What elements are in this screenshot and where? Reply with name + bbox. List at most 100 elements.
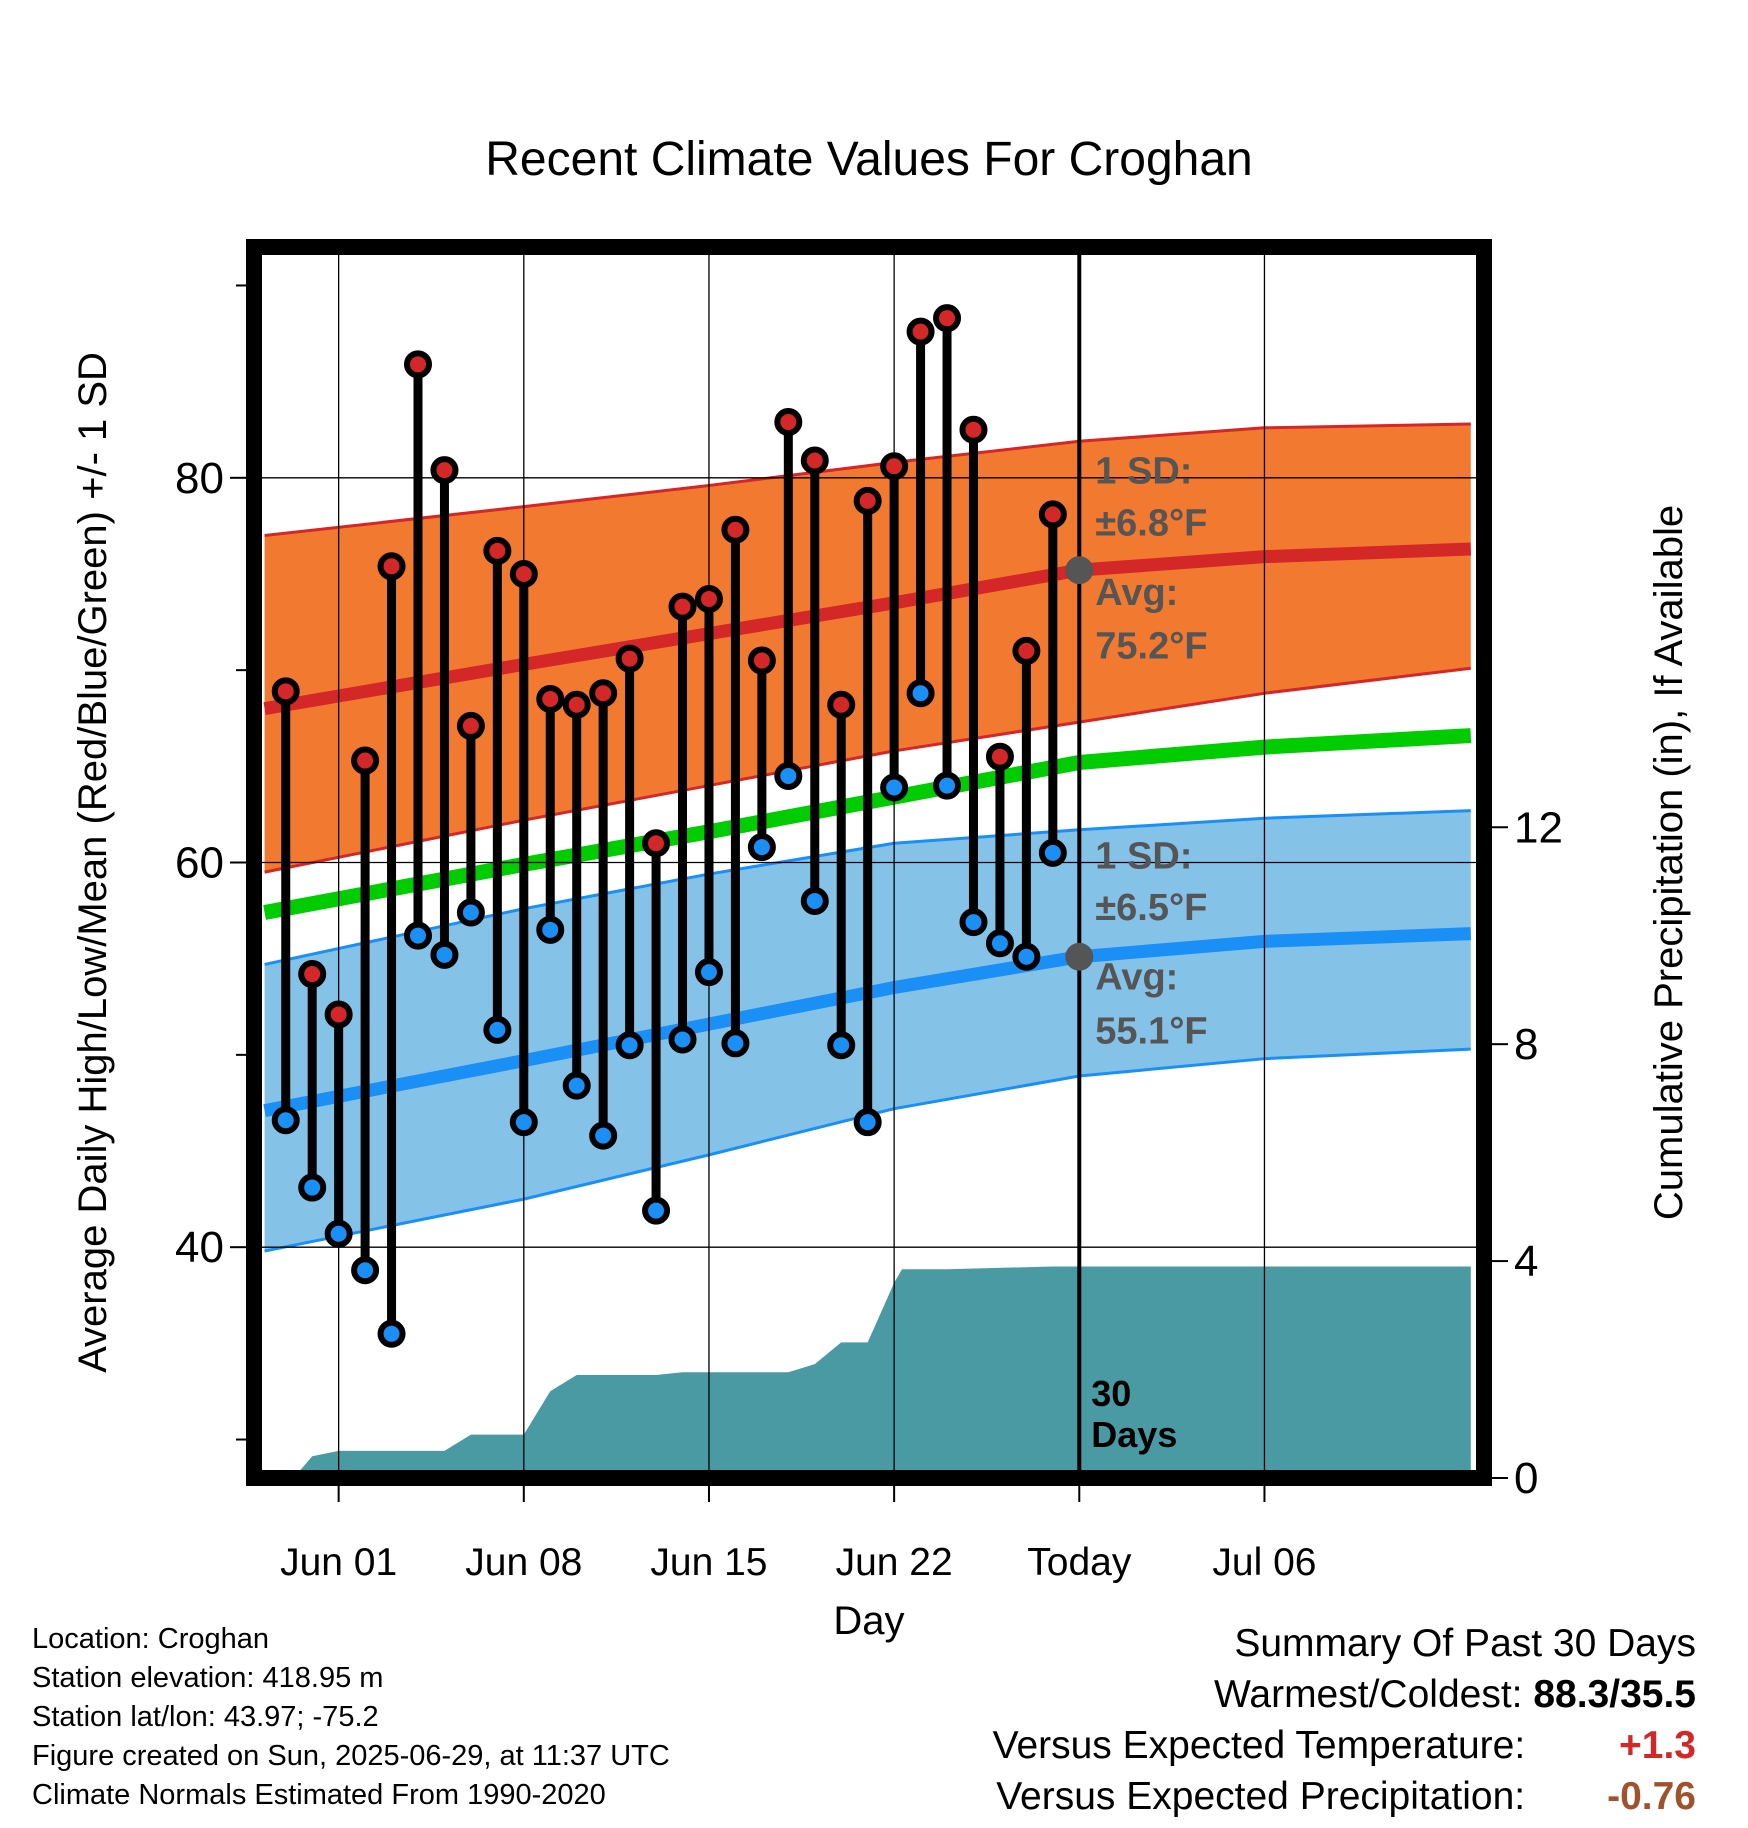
y2-tick-label-12: 12: [1514, 803, 1563, 852]
today-marker-unit: Days: [1091, 1414, 1177, 1455]
daily-range-sticks: [271, 304, 1067, 1348]
high-point: [562, 690, 591, 719]
low-point: [271, 1106, 300, 1135]
high-point: [430, 456, 459, 485]
x-tick-label-2: Jun 15: [650, 1541, 767, 1584]
high-point: [721, 515, 750, 544]
low-point: [1038, 838, 1067, 867]
high-point: [1038, 500, 1067, 529]
low-point: [404, 921, 432, 950]
high-point: [827, 690, 856, 719]
x-tick-label-1: Jun 08: [465, 1541, 582, 1584]
low-point: [615, 1031, 644, 1060]
low-point: [694, 958, 723, 987]
low-point: [298, 1173, 327, 1202]
low-point: [800, 886, 829, 915]
x-tick-label-0: Jun 01: [280, 1541, 397, 1584]
high-point: [298, 960, 327, 989]
high-point: [615, 644, 644, 673]
y2-axis-title: Cumulative Precipitation (in), If Availa…: [1647, 505, 1691, 1220]
location-text: Location: Croghan: [32, 1623, 269, 1655]
temp-vs-expected-value: +1.3: [1619, 1724, 1696, 1767]
low-point: [562, 1071, 591, 1100]
precip-vs-expected-row: Versus Expected Precipitation: -0.76: [993, 1771, 1696, 1822]
low-point: [880, 773, 909, 802]
high-point: [800, 446, 829, 475]
low-point: [456, 898, 485, 927]
low-sd-label: 1 SD:: [1095, 835, 1192, 877]
warmest-coldest-row: Warmest/Coldest: 88.3/35.5: [993, 1669, 1696, 1720]
precip-vs-expected-label: Versus Expected Precipitation:: [996, 1775, 1526, 1818]
low-point: [351, 1256, 380, 1285]
y2-tick-label-0: 0: [1514, 1454, 1538, 1503]
low-point: [377, 1319, 406, 1348]
temp-vs-expected-label: Versus Expected Temperature:: [992, 1724, 1526, 1767]
high-avg-value: 75.2°F: [1095, 626, 1207, 668]
low-point: [933, 771, 962, 800]
high-point: [271, 677, 300, 706]
y2-tick-label-4: 4: [1514, 1237, 1538, 1286]
station-info: Location: Croghan Station elevation: 418…: [32, 1620, 670, 1815]
x-tick-label-4: Today: [1027, 1541, 1132, 1584]
precip-area: [259, 1266, 1471, 1478]
high-point: [694, 584, 723, 613]
low-point: [509, 1108, 538, 1137]
low-point: [959, 908, 988, 937]
high-avg-label: Avg:: [1095, 572, 1178, 614]
low-point: [721, 1029, 750, 1058]
y-axis-title: Average Daily High/Low/Mean (Red/Blue/Gr…: [71, 352, 115, 1373]
chart-title: Recent Climate Values For Croghan: [485, 133, 1252, 186]
low-point: [906, 679, 935, 708]
created-text: Figure created on Sun, 2025-06-29, at 11…: [32, 1740, 670, 1772]
high-point: [853, 486, 882, 515]
high-point: [351, 746, 380, 775]
high-point: [668, 592, 697, 621]
high-point: [933, 304, 962, 333]
high-point: [483, 536, 512, 565]
high-point: [377, 552, 406, 581]
low-point: [827, 1031, 856, 1060]
high-point: [774, 408, 803, 437]
x-tick-label-5: Jul 06: [1212, 1541, 1316, 1584]
high-point: [456, 711, 485, 740]
summary-title: Summary Of Past 30 Days: [1234, 1622, 1696, 1665]
high-point: [959, 415, 988, 444]
high-point: [642, 829, 671, 858]
y-tick-label-60: 60: [175, 839, 224, 888]
x-axis-title: Day: [833, 1599, 904, 1643]
high-point: [536, 685, 565, 714]
y2-tick-label-8: 8: [1514, 1020, 1538, 1069]
low-point: [642, 1196, 671, 1225]
low-point: [747, 833, 776, 862]
temp-vs-expected-row: Versus Expected Temperature: +1.3: [993, 1720, 1696, 1771]
x-tick-label-3: Jun 22: [836, 1541, 953, 1584]
low-avg-label: Avg:: [1095, 956, 1178, 998]
high-point: [880, 452, 909, 481]
low-point: [853, 1108, 882, 1137]
low-avg-value: 55.1°F: [1095, 1010, 1207, 1052]
low-point: [589, 1121, 618, 1150]
high-point: [404, 350, 432, 379]
warmest-coldest-value: 88.3/35.5: [1533, 1673, 1696, 1716]
high-point: [324, 1000, 353, 1029]
high-sd-value: ±6.8°F: [1095, 503, 1207, 545]
plot-frame: [246, 239, 1492, 1486]
low-point: [1012, 942, 1041, 971]
y-tick-label-80: 80: [175, 454, 224, 503]
high-point: [906, 317, 935, 346]
low-point: [774, 761, 803, 790]
elevation-text: Station elevation: 418.95 m: [32, 1662, 384, 1694]
summary-panel: Summary Of Past 30 Days Warmest/Coldest:…: [993, 1618, 1696, 1822]
low-point: [536, 915, 565, 944]
high-point: [589, 679, 618, 708]
precip-vs-expected-value: -0.76: [1607, 1775, 1696, 1818]
plot-area: [254, 247, 1484, 1478]
high-avg-marker: [1065, 556, 1094, 585]
high-point: [509, 559, 538, 588]
low-point: [985, 929, 1014, 958]
low-avg-marker: [1065, 942, 1094, 971]
today-marker-number: 30: [1091, 1373, 1131, 1414]
y-tick-label-40: 40: [175, 1223, 224, 1272]
low-point: [668, 1025, 697, 1054]
